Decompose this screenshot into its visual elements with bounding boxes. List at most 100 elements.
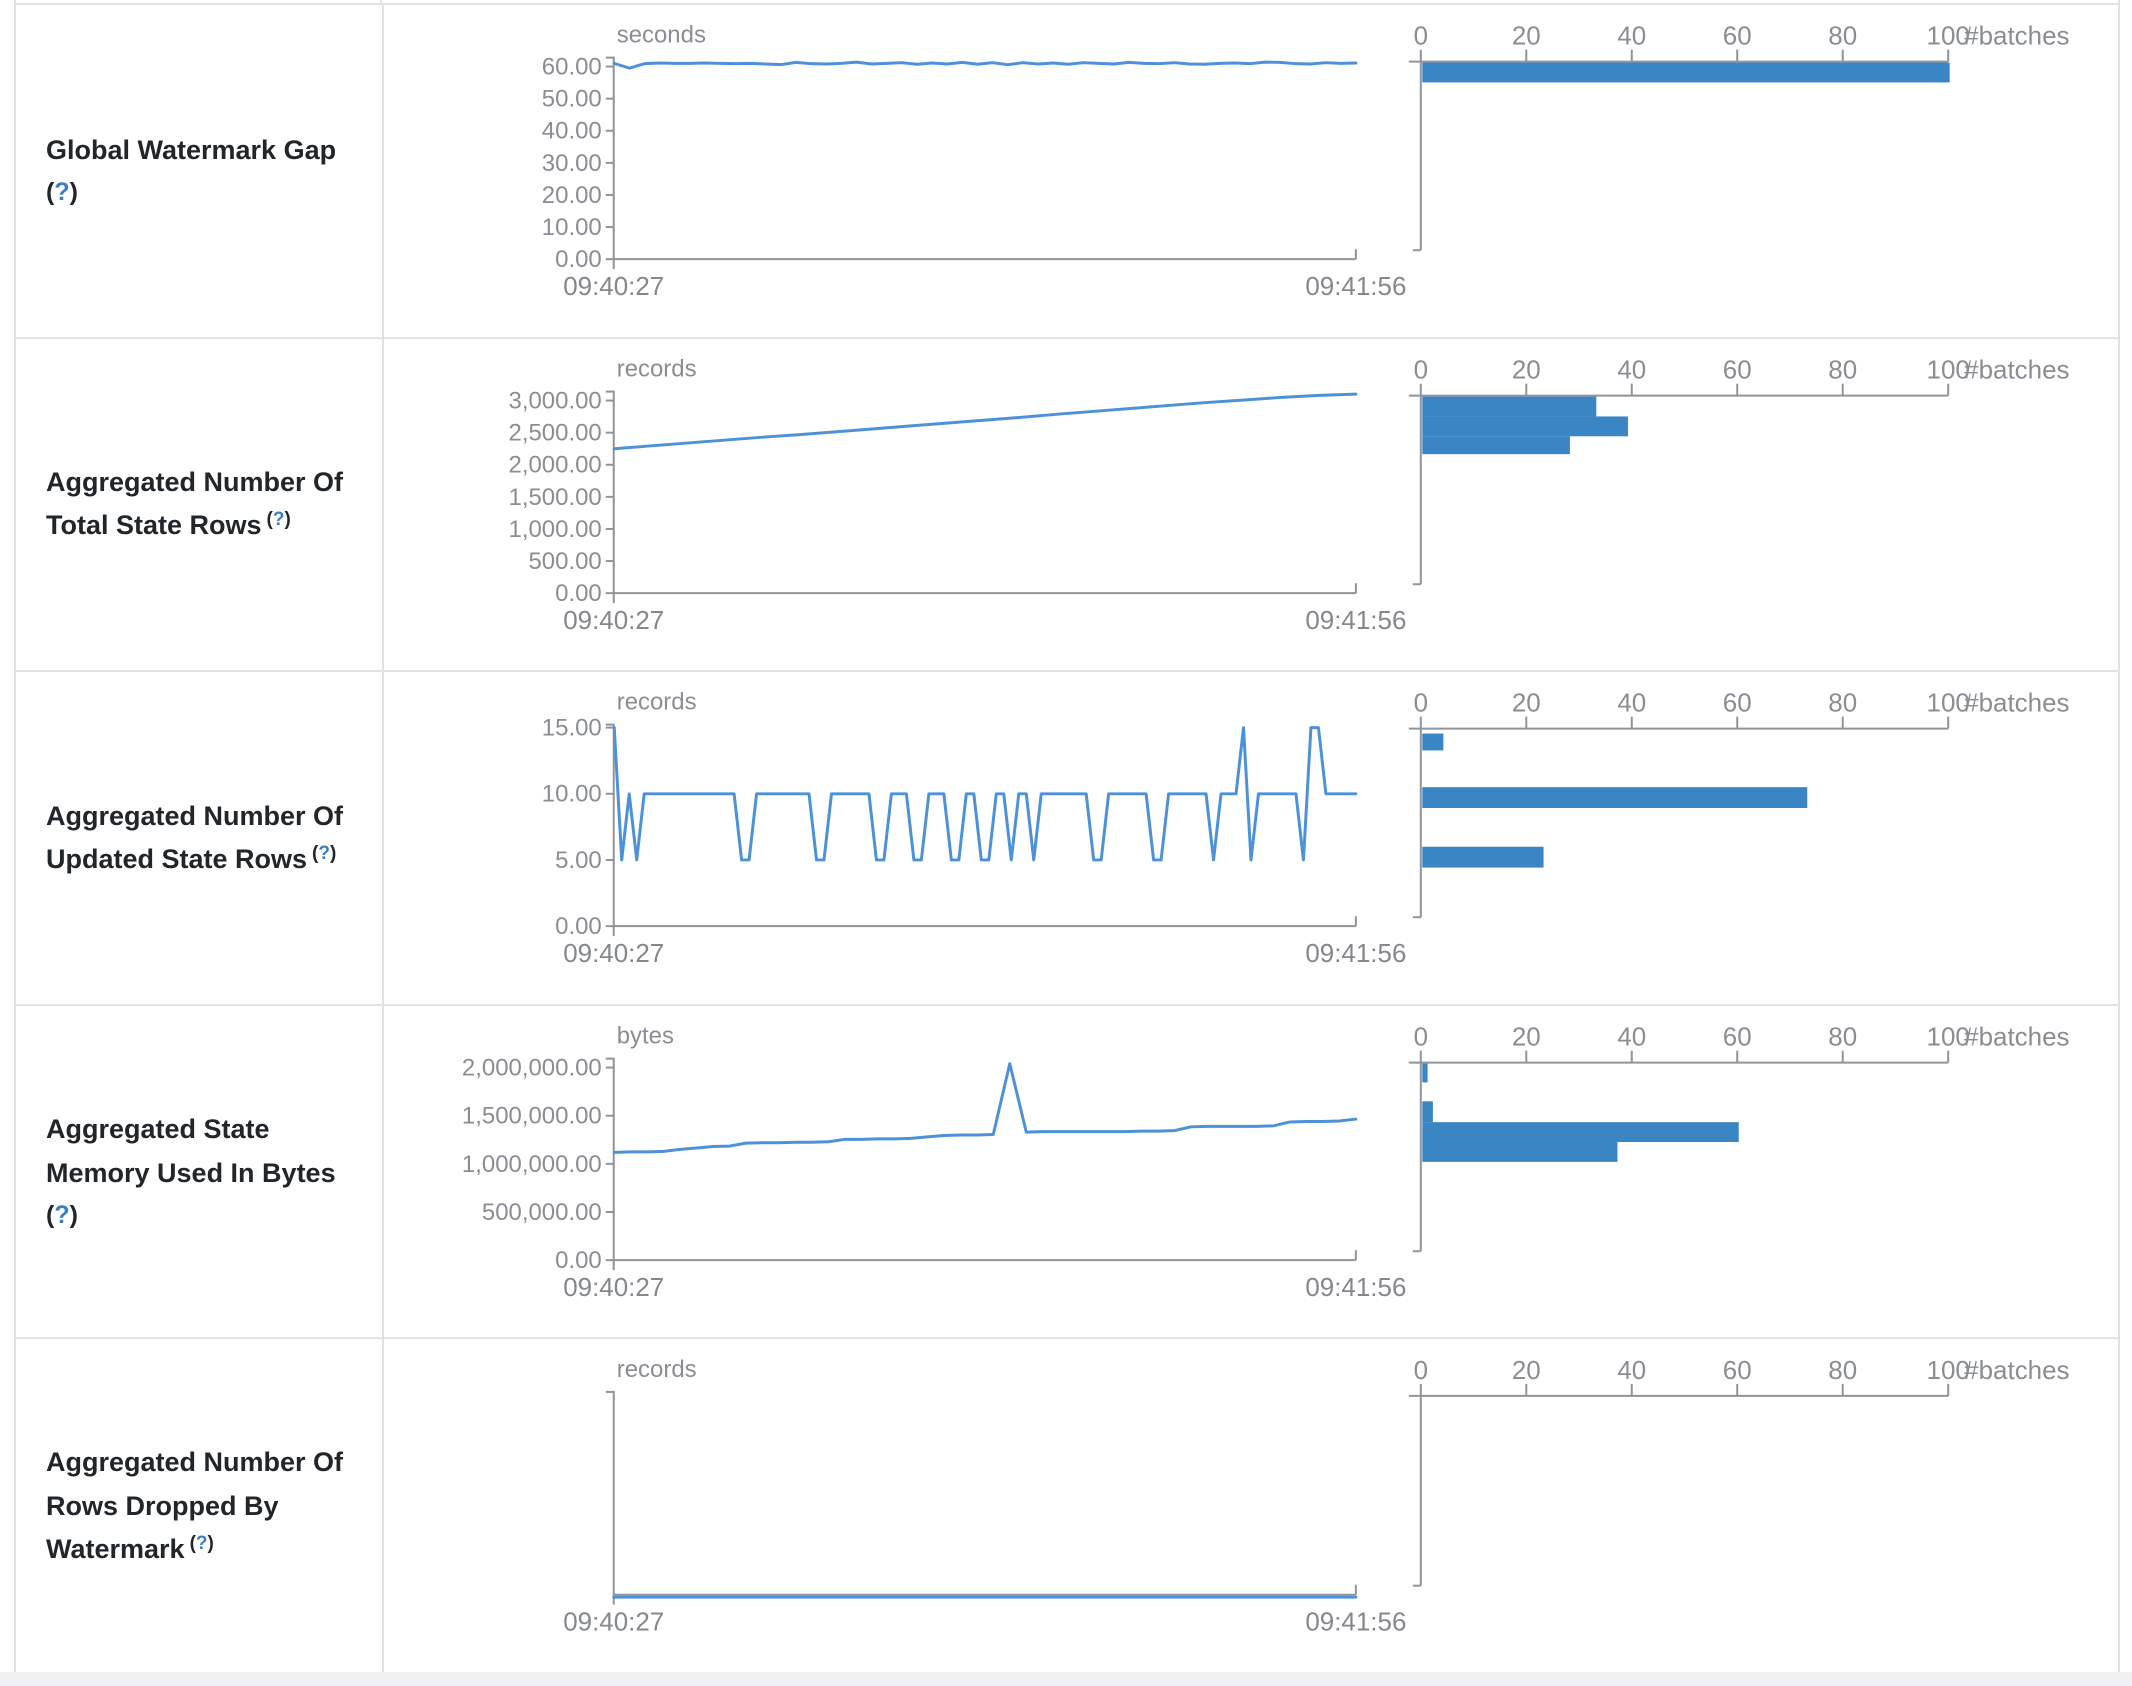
hist-bar — [1422, 1121, 1739, 1142]
help-link[interactable]: (?) — [190, 1533, 214, 1554]
metric-row: Aggregated Number Of Total State Rows (?)… — [16, 338, 2118, 673]
batches-axis-label: #batches — [1964, 356, 2069, 384]
batches-axis-label: #batches — [1964, 23, 2069, 51]
hist-tick-label: 60 — [1723, 23, 1752, 51]
hist-tick-label: 0 — [1414, 690, 1428, 718]
hist-tick-label: 80 — [1828, 23, 1857, 51]
metric-label-cell: Global Watermark Gap (?) — [16, 5, 384, 337]
y-tick-label: 10.00 — [542, 214, 602, 241]
hist-tick-label: 80 — [1828, 1024, 1857, 1052]
hist-bar — [1422, 733, 1444, 751]
hist-bar — [1422, 1063, 1428, 1083]
hist-tick-label: 20 — [1512, 690, 1541, 718]
timeline-line — [612, 726, 1358, 862]
hist-bar — [1422, 62, 1950, 83]
help-link[interactable]: (?) — [312, 843, 336, 864]
hist-tick-label: 100 — [1927, 1355, 1970, 1385]
hist-tick-label: 0 — [1414, 23, 1428, 51]
help-open: ( — [46, 1200, 55, 1229]
hist-tick-label: 60 — [1723, 1024, 1752, 1052]
hist-tick-label: 100 — [1927, 690, 1970, 718]
metric-label: Aggregated Number Of Rows Dropped By Wat… — [46, 1441, 346, 1571]
y-tick-label: 500,000.00 — [482, 1199, 602, 1226]
hist-tick-label: 40 — [1617, 356, 1646, 384]
y-tick-label: 40.00 — [542, 118, 602, 145]
hist-tick-label: 40 — [1617, 1024, 1646, 1052]
help-open: ( — [266, 509, 273, 531]
hist-bar — [1422, 1101, 1433, 1122]
y-tick-label: 1,500.00 — [509, 483, 602, 510]
metric-label: Aggregated Number Of Total State Rows (?) — [46, 461, 346, 547]
charts-cell: bytes 2,000,000.00 1,500,000.00 1,000,000.0… — [384, 1006, 2118, 1338]
hist-tick-label: 0 — [1414, 1024, 1428, 1052]
hist-tick-label: 100 — [1927, 1024, 1970, 1052]
y-tick-label: 0.00 — [555, 580, 602, 607]
hist-bar — [1422, 846, 1544, 868]
hist-tick-label: 40 — [1617, 23, 1646, 51]
hist-tick-label: 60 — [1723, 356, 1752, 384]
hist-bar — [1422, 787, 1808, 809]
help-close: ) — [69, 1200, 78, 1229]
help-question: ? — [272, 509, 285, 531]
time-label-start: 09:40:27 — [563, 1607, 664, 1637]
hist-bar — [1422, 396, 1597, 417]
time-label-start: 09:40:27 — [563, 940, 664, 968]
charts-cell: records 09:40:27 09:41:56 0 20 40 60 80 100 #batc… — [384, 1339, 2118, 1673]
y-tick-label: 1,000.00 — [509, 516, 602, 543]
time-label-end: 09:41:56 — [1305, 940, 1406, 968]
charts-cell: records 3,000.00 2,500.00 2,000.00 1,500.00 1… — [384, 339, 2118, 671]
metric-label: Aggregated Number Of Updated State Rows(… — [46, 795, 346, 881]
hist-tick-label: 20 — [1512, 1024, 1541, 1052]
time-label-start: 09:40:27 — [563, 607, 664, 635]
batches-axis-label: #batches — [1964, 690, 2069, 718]
metric-label-cell: Aggregated Number Of Updated State Rows(… — [16, 672, 384, 1004]
metric-row: Aggregated Number Of Rows Dropped By Wat… — [16, 1339, 2118, 1673]
metric-label-cell: Aggregated State Memory Used In Bytes (?) — [16, 1005, 384, 1338]
help-open: ( — [189, 1532, 196, 1554]
time-label-end: 09:41:56 — [1305, 607, 1406, 635]
hist-tick-label: 40 — [1617, 1355, 1646, 1385]
previous-row-border-stub — [14, 0, 2120, 3]
metric-label-cell: Aggregated Number Of Rows Dropped By Wat… — [16, 1339, 384, 1673]
unit-label: bytes — [617, 1023, 674, 1050]
batches-axis-label: #batches — [1964, 1355, 2069, 1385]
unit-label: records — [617, 355, 697, 382]
timeline-and-histogram-chart: seconds 60.00 50.00 40.00 30.00 20.00 10.00 0.0… — [542, 22, 2070, 301]
timeline-line — [612, 60, 1358, 70]
y-tick-label: 20.00 — [542, 182, 602, 209]
metric-label-text: Aggregated Number Of Rows Dropped By Wat… — [46, 1447, 344, 1564]
unit-label: records — [617, 1356, 697, 1383]
hist-bar — [1422, 416, 1628, 436]
metrics-table: Global Watermark Gap (?) seconds 60.00 50.00… — [14, 3, 2120, 1675]
help-question: ? — [54, 178, 70, 207]
hist-tick-label: 100 — [1927, 23, 1970, 51]
timeline-and-histogram-chart: records 09:40:27 09:41:56 0 20 40 60 80 100#batc… — [563, 1355, 2069, 1637]
border-stub-right — [2118, 0, 2120, 3]
hist-tick-label: 80 — [1828, 1355, 1857, 1385]
help-close: ) — [69, 178, 78, 207]
charts-cell: seconds 60.00 50.00 40.00 30.00 20.00 10.00 0.0… — [384, 5, 2118, 337]
y-tick-label: 500.00 — [528, 548, 601, 575]
hist-tick-label: 60 — [1723, 690, 1752, 718]
metric-label-text: Global Watermark Gap — [46, 135, 337, 166]
y-tick-label: 1,000,000.00 — [462, 1151, 602, 1178]
metric-label: Aggregated State Memory Used In Bytes (?) — [46, 1108, 346, 1234]
y-tick-label: 0.00 — [555, 913, 602, 940]
help-close: ) — [329, 842, 337, 864]
help-question: ? — [195, 1532, 208, 1554]
hist-tick-label: 0 — [1414, 1355, 1428, 1385]
timeline-and-histogram-chart: bytes 2,000,000.00 1,500,000.00 1,000,000.0… — [462, 1023, 2070, 1302]
y-tick-label: 3,000.00 — [509, 387, 602, 414]
metric-row: Aggregated Number Of Updated State Rows(… — [16, 672, 2118, 1006]
border-stub-left — [14, 0, 16, 3]
hist-tick-label: 40 — [1617, 690, 1646, 718]
y-tick-label: 60.00 — [542, 54, 602, 81]
y-tick-label: 30.00 — [542, 150, 602, 177]
help-close: ) — [207, 1532, 214, 1554]
help-link[interactable]: (?) — [46, 172, 336, 212]
help-link[interactable]: (?) — [267, 509, 291, 530]
help-link[interactable]: (?) — [46, 1195, 346, 1235]
unit-label: records — [617, 689, 697, 716]
help-open: ( — [312, 842, 319, 864]
